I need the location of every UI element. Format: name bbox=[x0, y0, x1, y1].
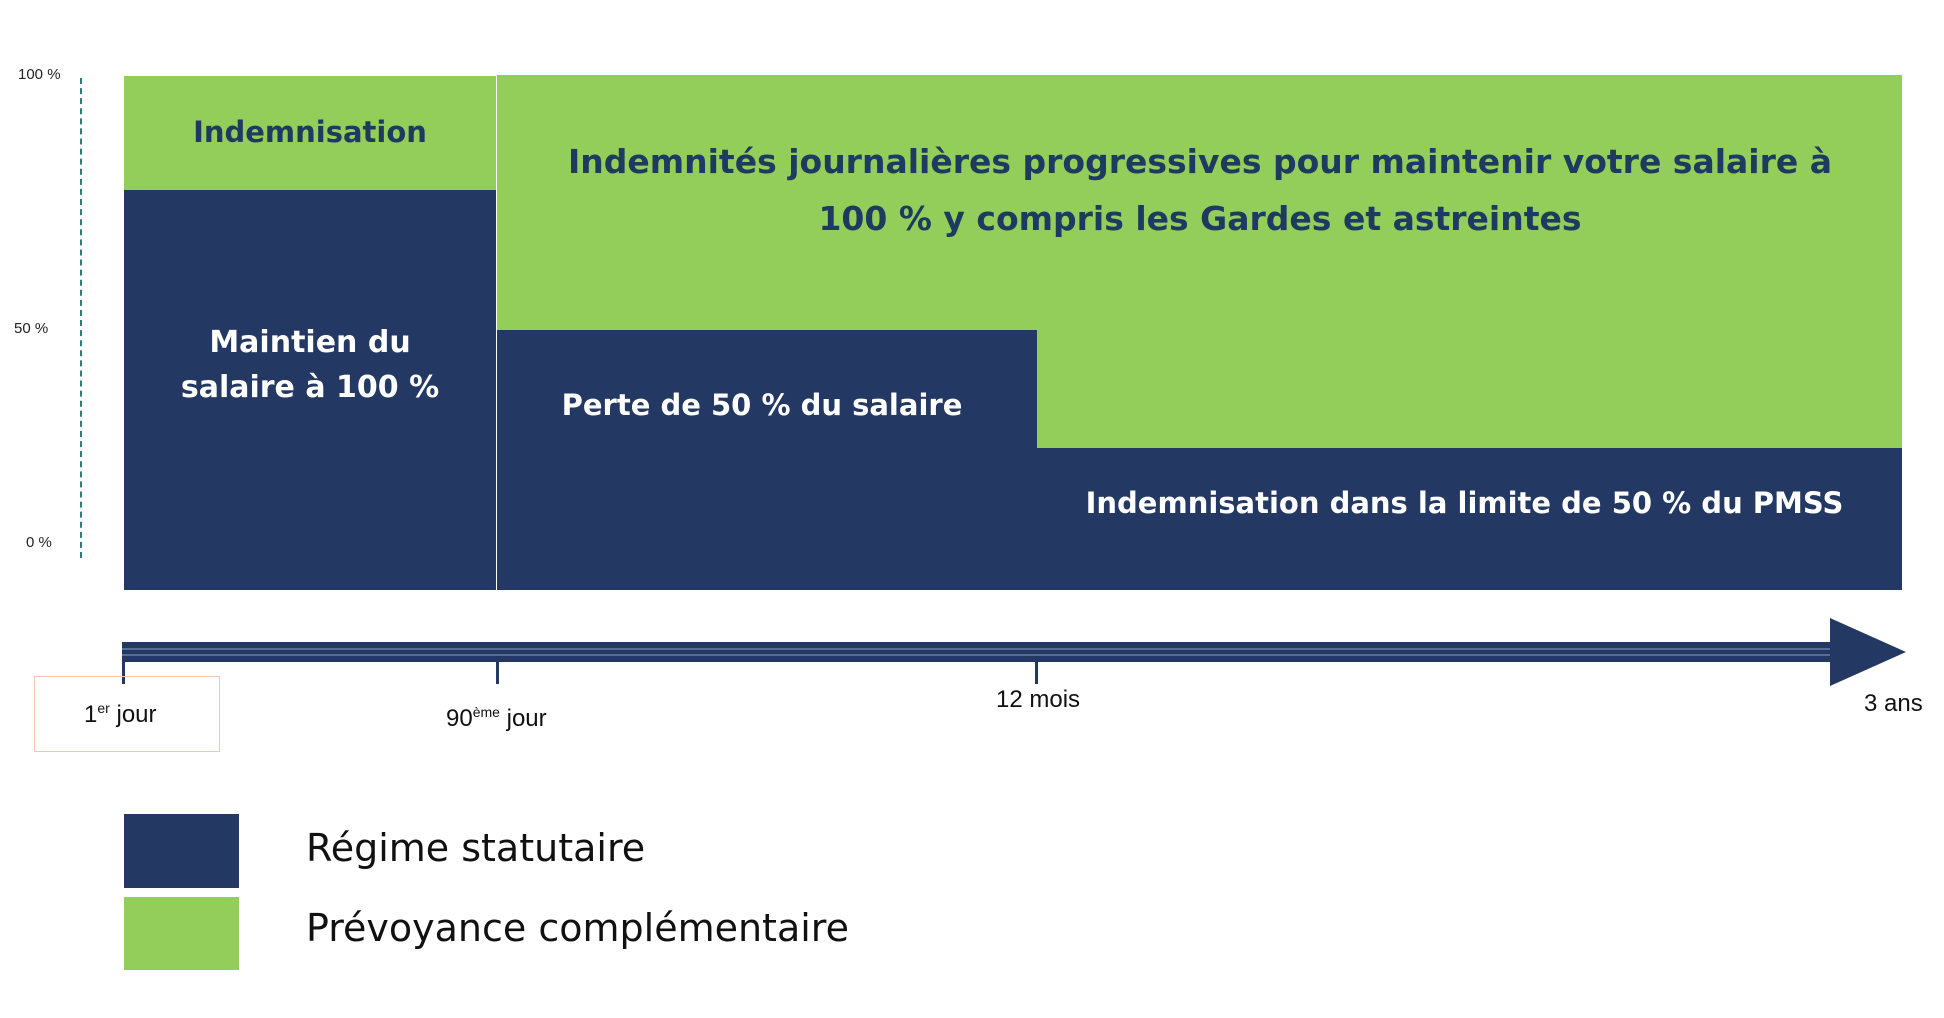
y-axis-line bbox=[80, 78, 82, 558]
day1-sup: er bbox=[97, 700, 110, 716]
block-indemnisation-top-label: Indemnisation bbox=[193, 115, 427, 149]
day90-num: 90 bbox=[446, 705, 473, 732]
block-maintien-salaire-label: Maintien du salaire à 100 % bbox=[180, 325, 440, 405]
legend-label-complementary: Prévoyance complémentaire bbox=[306, 906, 849, 950]
block-perte-50-label: Perte de 50 % du salaire bbox=[561, 388, 963, 422]
y-tick-100: 100 % bbox=[18, 66, 61, 83]
timeline-label-3ans: 3 ans bbox=[1864, 690, 1923, 717]
day1-box bbox=[34, 676, 220, 752]
timeline-arrow bbox=[122, 618, 1906, 686]
legend-label-statutory: Régime statutaire bbox=[306, 826, 646, 870]
legend-swatch-complementary bbox=[124, 897, 239, 970]
day1-word: jour bbox=[109, 701, 157, 728]
block-indemnisation-pmss: Indemnisation dans la limite de 50 % du … bbox=[1037, 448, 1902, 590]
day1-num: 1 bbox=[84, 701, 98, 728]
block-maintien-salaire: Maintien du salaire à 100 % bbox=[124, 190, 496, 590]
legend-swatch-statutory bbox=[124, 814, 239, 888]
day90-sup: ème bbox=[472, 704, 500, 720]
day90-word: jour bbox=[499, 705, 547, 732]
y-tick-0: 0 % bbox=[26, 534, 52, 551]
timeline-label-day1: 1er jour bbox=[84, 700, 157, 729]
block-indemnisation-pmss-label: Indemnisation dans la limite de 50 % du … bbox=[1085, 486, 1844, 520]
block-perte-50: Perte de 50 % du salaire bbox=[497, 330, 1037, 590]
block-indemnites-progressives-label: Indemnités journalières progressives pou… bbox=[567, 142, 1833, 238]
timeline-label-12mois: 12 mois bbox=[996, 686, 1081, 713]
timeline-label-day90: 90ème jour bbox=[446, 704, 547, 733]
block-indemnisation-top: Indemnisation bbox=[124, 76, 496, 190]
y-tick-50: 50 % bbox=[14, 320, 49, 337]
